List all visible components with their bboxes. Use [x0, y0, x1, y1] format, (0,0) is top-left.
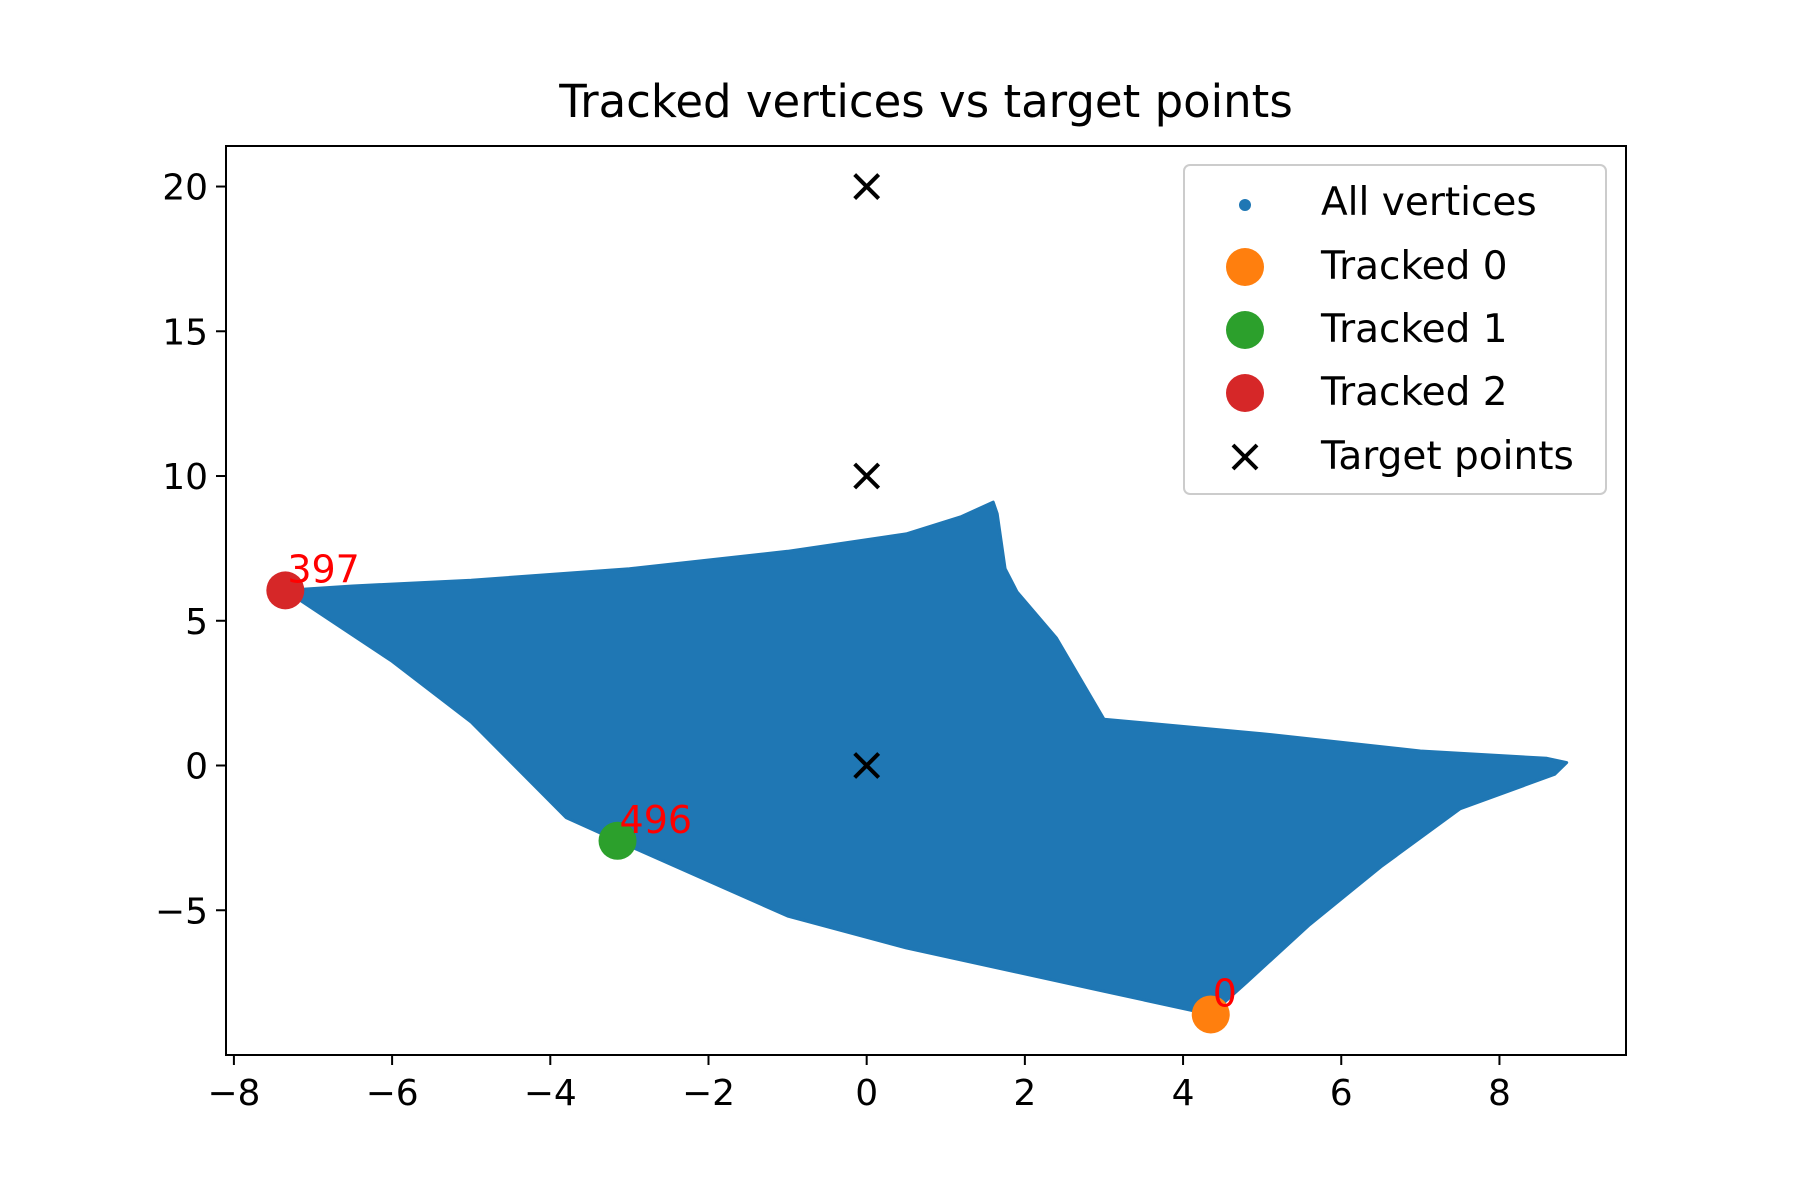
tracked-2-point	[266, 571, 305, 610]
y-axis: −5 0 5 10 15 20	[155, 168, 226, 932]
x-tick-label: −8	[207, 1073, 260, 1114]
legend-label: Target points	[1320, 434, 1574, 479]
x-marker-stroke	[853, 462, 881, 490]
legend-marker-tracked-2	[1226, 374, 1264, 412]
x-marker-stroke	[853, 752, 881, 779]
legend-label: Tracked 1	[1320, 307, 1508, 352]
x-marker-stroke	[853, 173, 881, 200]
markers-layer	[266, 173, 1230, 1034]
plot-area: 0 496 397	[225, 145, 1627, 1056]
tracked-1-point	[598, 821, 637, 860]
x-tick-label: 6	[1330, 1073, 1353, 1114]
legend-marker-target-points	[1231, 443, 1259, 471]
tracked-0-point	[1191, 995, 1230, 1034]
y-tick-label: −5	[155, 891, 208, 932]
legend-marker-tracked-1	[1226, 311, 1264, 349]
x-tick-label: 0	[855, 1073, 878, 1114]
y-tick-label: 10	[162, 457, 208, 498]
legend-label: Tracked 0	[1320, 244, 1508, 289]
all-vertices-region	[283, 500, 1569, 1016]
legend-box	[1183, 164, 1607, 495]
chart-title: Tracked vertices vs target points	[558, 75, 1293, 128]
x-tick-label: 4	[1172, 1073, 1195, 1114]
vertices-region-layer	[283, 500, 1569, 1016]
y-tick-label: 20	[162, 168, 208, 209]
x-marker-stroke	[1231, 443, 1259, 471]
legend-marker-all-vertices	[1239, 199, 1251, 211]
legend: All vertices Tracked 0 Tracked 1 Tracked 2 T…	[1183, 164, 1607, 495]
target-point-marker	[853, 173, 881, 200]
vertex-index-label: 0	[1213, 971, 1237, 1015]
x-tick-label: 2	[1013, 1073, 1036, 1114]
legend-marker-tracked-0	[1226, 248, 1264, 286]
target-point-marker	[853, 462, 881, 490]
y-tick-label: 5	[185, 602, 208, 643]
x-tick-label: −4	[524, 1073, 577, 1114]
vertex-index-label: 397	[287, 547, 360, 591]
vertex-index-label: 496	[620, 798, 693, 842]
x-axis: −8 −6 −4 −2 0 2 4 6 8	[207, 1055, 1511, 1114]
target-point-marker	[853, 752, 881, 779]
x-tick-label: 8	[1488, 1073, 1511, 1114]
annotations-layer: 0 496 397	[287, 547, 1237, 1015]
legend-label: All vertices	[1321, 180, 1537, 225]
x-tick-label: −2	[682, 1073, 735, 1114]
y-tick-label: 15	[162, 312, 208, 353]
legend-label: Tracked 2	[1320, 370, 1508, 415]
axes-frame	[225, 145, 1627, 1056]
x-tick-label: −6	[366, 1073, 419, 1114]
y-tick-label: 0	[185, 747, 208, 788]
